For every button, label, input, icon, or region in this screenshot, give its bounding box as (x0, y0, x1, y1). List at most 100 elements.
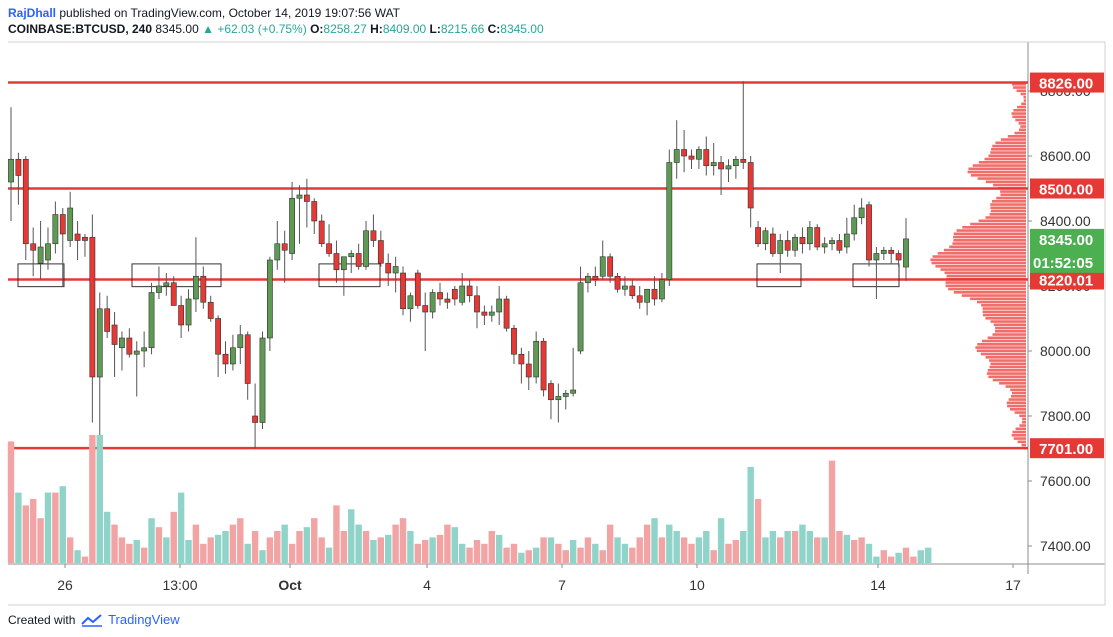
volume-bar (754, 499, 762, 563)
profile-bar (937, 252, 1026, 255)
volume-bar (296, 531, 303, 563)
profile-bar (980, 352, 1026, 356)
price-tick-label: 7400.00 (1040, 538, 1091, 554)
volume-bar (237, 518, 244, 563)
volume-bar (311, 518, 318, 563)
profile-bar (981, 339, 1026, 343)
volume-bar (606, 524, 614, 563)
profile-bar (1000, 193, 1026, 197)
profile-bar (978, 161, 1026, 164)
volume-bar (806, 531, 814, 563)
candle-up (259, 337, 266, 423)
profile-bar (1019, 414, 1026, 418)
candle-up (274, 243, 281, 261)
candle-up (843, 233, 850, 248)
candle-down (636, 295, 643, 303)
level-tag-label: 8220.01 (1039, 272, 1093, 289)
volume-bar (547, 537, 555, 563)
time-tick-label: 7 (558, 577, 566, 593)
volume-bar (888, 556, 895, 563)
candle-down (681, 149, 687, 157)
volume-bar (518, 552, 525, 563)
candle-up (599, 256, 606, 277)
candle-down (22, 158, 29, 245)
volume-bar (577, 547, 584, 563)
candle-up (37, 246, 44, 264)
profile-bar (1007, 404, 1026, 408)
candle-up (156, 285, 162, 293)
candle-down (370, 230, 377, 241)
volume-bar (207, 537, 214, 563)
volume-bar (902, 547, 910, 563)
author-name[interactable]: RajDhall (8, 6, 57, 20)
volume-bar (451, 527, 459, 563)
volume-bar (629, 547, 636, 563)
volume-bar (355, 524, 362, 563)
candle-down (385, 262, 392, 274)
profile-bar (1009, 408, 1026, 411)
volume-bar (259, 550, 266, 563)
candle-down (740, 158, 747, 163)
volume-bar (769, 531, 777, 563)
symbol-label[interactable]: COINBASE:BTCUSD, 240 (8, 22, 153, 36)
volume-bar (348, 509, 355, 563)
change-label: ▲ +62.03 (+0.75%) (202, 22, 307, 36)
volume-bar (303, 527, 311, 563)
price-tick-label: 7800.00 (1040, 408, 1091, 424)
volume-bar (555, 543, 562, 563)
profile-bar (1023, 96, 1026, 99)
profile-bar (1011, 434, 1026, 437)
profile-bar (992, 144, 1026, 148)
volume-bar (29, 499, 37, 563)
volume-bar (532, 547, 540, 563)
candle-up (45, 243, 51, 261)
volume-bar (44, 492, 52, 563)
profile-bar (991, 200, 1026, 203)
tradingview-brand[interactable]: TradingView (108, 612, 180, 627)
volume-bar (695, 537, 703, 563)
last-price-label: 8345.00 (1039, 232, 1093, 249)
candle-down (318, 220, 325, 245)
footer: Created with TradingView (8, 612, 180, 628)
plot-area (8, 42, 1028, 564)
volume-bar (621, 543, 629, 563)
volume-bar (510, 543, 518, 563)
volume-bar (836, 531, 843, 563)
profile-bar (990, 320, 1026, 323)
candle-down (525, 363, 532, 378)
profile-bar (977, 177, 1026, 180)
candle-up (762, 230, 769, 245)
profile-bar (952, 242, 1026, 245)
volume-bar (562, 550, 569, 563)
volume-bar (599, 550, 606, 563)
high-value: 8409.00 (382, 22, 427, 36)
candle-up (363, 230, 369, 267)
candle-up (777, 240, 784, 254)
profile-bar (993, 323, 1026, 327)
profile-bar (987, 336, 1026, 340)
candle-down (355, 253, 362, 267)
profile-bar (996, 196, 1026, 200)
candle-down (688, 155, 695, 160)
volume-bar (725, 543, 732, 563)
time-tick-label: 14 (870, 577, 886, 593)
candle-up (585, 275, 591, 284)
profile-bar (990, 151, 1026, 154)
candle-down (444, 298, 451, 303)
profile-bar (1012, 115, 1026, 119)
candle-down (548, 383, 554, 401)
volume-bar (370, 539, 377, 563)
volume-bar (399, 518, 407, 563)
candle-up (821, 243, 828, 248)
volume-bar (651, 518, 658, 563)
level-tag (1030, 178, 1104, 199)
volume-bar (584, 537, 592, 563)
volume-bar (814, 537, 821, 563)
profile-bar (995, 330, 1026, 333)
volume-bar (318, 537, 325, 563)
candle-up (710, 162, 717, 167)
candle-up (570, 389, 577, 394)
volume-bar (192, 524, 200, 563)
candle-down (518, 353, 525, 365)
